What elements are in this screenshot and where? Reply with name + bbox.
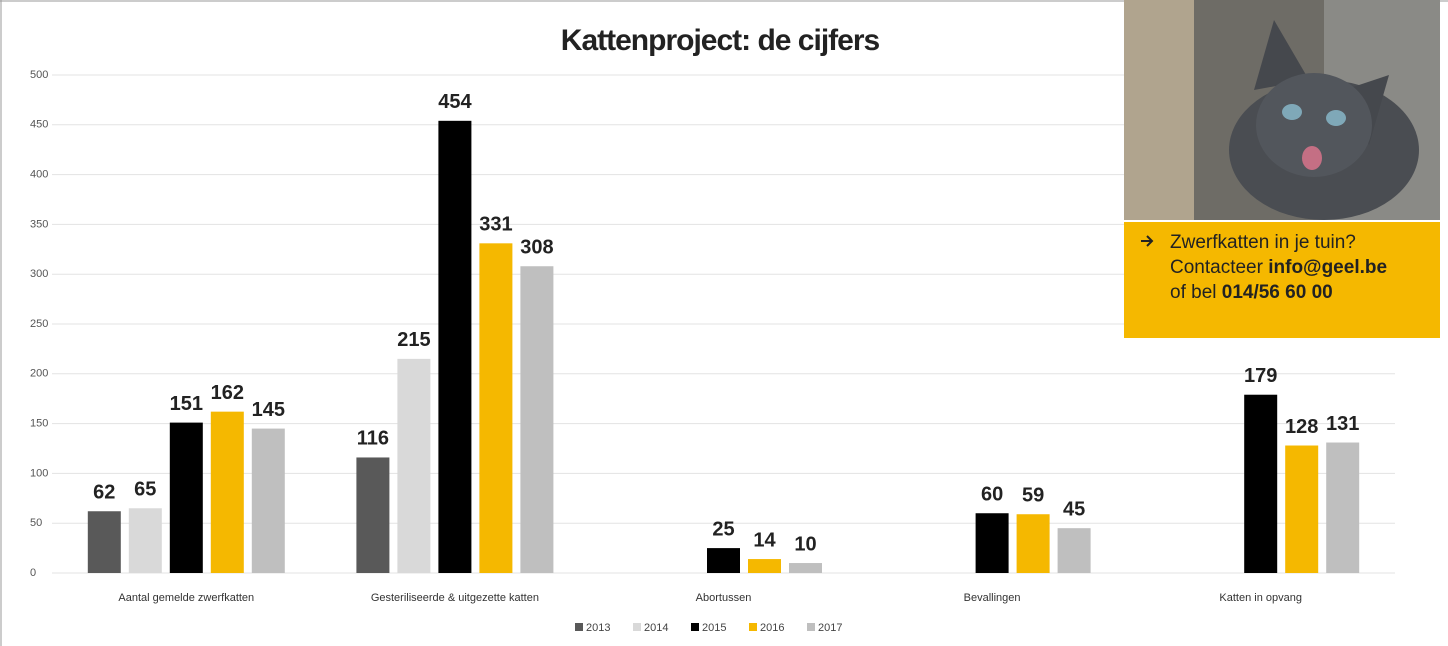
callout: Zwerfkatten in je tuin? Contacteer info@… <box>1124 222 1440 338</box>
bar <box>520 266 553 573</box>
callout-line: of bel 014/56 60 00 <box>1170 280 1387 305</box>
value-label: 308 <box>520 237 553 259</box>
bar <box>748 559 781 573</box>
value-label: 131 <box>1326 413 1359 435</box>
y-tick-label: 0 <box>30 567 36 579</box>
legend-swatch <box>633 623 641 631</box>
y-tick-label: 400 <box>30 169 48 181</box>
y-tick-label: 200 <box>30 368 48 380</box>
bar <box>479 243 512 573</box>
legend-label: 2014 <box>644 622 668 634</box>
bar <box>88 511 121 573</box>
y-tick-label: 500 <box>30 69 48 81</box>
bar <box>356 457 389 573</box>
value-label: 62 <box>93 482 115 504</box>
bar <box>129 508 162 573</box>
x-tick-label: Katten in opvang <box>1219 592 1302 604</box>
value-label: 116 <box>357 428 389 450</box>
legend-label: 2016 <box>760 622 784 634</box>
y-tick-label: 250 <box>30 318 48 330</box>
bar <box>1244 395 1277 573</box>
x-tick-label: Gesteriliseerde & uitgezette katten <box>371 592 539 604</box>
value-label: 59 <box>1022 485 1044 507</box>
arrow-icon <box>1140 234 1154 248</box>
legend-label: 2015 <box>702 622 726 634</box>
legend-swatch <box>575 623 583 631</box>
value-label: 25 <box>712 518 734 540</box>
value-label: 179 <box>1244 365 1277 387</box>
legend-swatch <box>749 623 757 631</box>
value-label: 128 <box>1285 416 1318 438</box>
legend-label: 2013 <box>586 622 610 634</box>
callout-phone: 014/56 60 00 <box>1222 282 1333 303</box>
bar <box>976 513 1009 573</box>
cat-photo <box>1124 0 1440 220</box>
value-label: 151 <box>170 393 203 415</box>
legend-swatch <box>691 623 699 631</box>
value-label: 60 <box>981 484 1003 506</box>
value-label: 162 <box>211 382 244 404</box>
callout-text: of bel <box>1170 282 1216 303</box>
value-label: 10 <box>794 533 816 555</box>
y-tick-label: 300 <box>30 268 48 280</box>
value-label: 45 <box>1063 498 1085 520</box>
value-label: 215 <box>397 329 430 351</box>
bar <box>397 359 430 573</box>
x-tick-label: Abortussen <box>696 592 752 604</box>
value-label: 331 <box>479 214 512 236</box>
y-tick-label: 450 <box>30 119 48 131</box>
bar <box>252 429 285 573</box>
legend-swatch <box>807 623 815 631</box>
bar <box>438 121 471 573</box>
bar <box>1326 443 1359 573</box>
callout-line: Contacteer info@geel.be <box>1170 255 1387 280</box>
bar <box>789 563 822 573</box>
x-tick-label: Aantal gemelde zwerfkatten <box>118 592 254 604</box>
callout-line: Zwerfkatten in je tuin? <box>1170 230 1387 255</box>
value-label: 454 <box>438 91 472 113</box>
page: Kattenproject: de cijfers 0 50 100 150 200 25… <box>0 0 1448 646</box>
value-label: 145 <box>252 399 285 421</box>
chart-title: Kattenproject: de cijfers <box>561 24 880 57</box>
y-tick-label: 150 <box>30 418 48 430</box>
bar <box>1285 446 1318 573</box>
callout-text: Contacteer <box>1170 257 1263 278</box>
bar <box>170 423 203 573</box>
bar <box>211 412 244 573</box>
x-tick-label: Bevallingen <box>964 592 1021 604</box>
value-label: 14 <box>753 529 776 551</box>
y-tick-label: 100 <box>30 467 48 479</box>
bar <box>1058 528 1091 573</box>
legend-label: 2017 <box>818 622 842 634</box>
bar <box>1017 514 1050 573</box>
y-tick-label: 50 <box>30 517 42 529</box>
value-label: 65 <box>134 479 156 501</box>
bar <box>707 548 740 573</box>
y-tick-label: 350 <box>30 218 48 230</box>
callout-email: info@geel.be <box>1268 257 1387 278</box>
